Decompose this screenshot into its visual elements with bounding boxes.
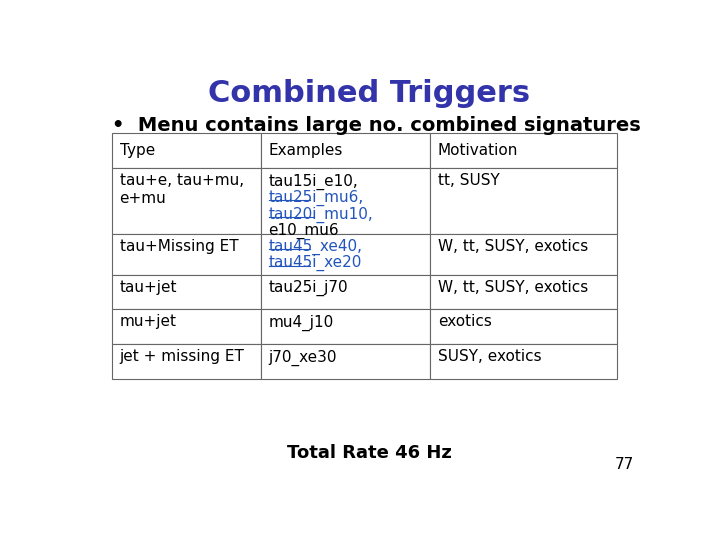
Text: Examples: Examples	[269, 143, 343, 158]
Text: Type: Type	[120, 143, 155, 158]
Text: jet + missing ET: jet + missing ET	[120, 349, 245, 364]
Text: tau+jet: tau+jet	[120, 280, 177, 294]
Bar	[112, 133, 261, 168]
Bar	[431, 133, 617, 168]
Text: SUSY, exotics: SUSY, exotics	[438, 349, 541, 364]
Bar	[431, 345, 617, 379]
Text: tau15i_e10,: tau15i_e10,	[269, 173, 359, 190]
Text: Total Rate 46 Hz: Total Rate 46 Hz	[287, 444, 451, 462]
Bar	[112, 345, 261, 379]
Text: tau+e, tau+mu,
e+mu: tau+e, tau+mu, e+mu	[120, 173, 243, 206]
Bar	[431, 309, 617, 345]
Text: mu+jet: mu+jet	[120, 314, 176, 329]
Text: W, tt, SUSY, exotics: W, tt, SUSY, exotics	[438, 280, 588, 294]
Bar	[112, 234, 261, 274]
Text: mu4_j10: mu4_j10	[269, 314, 334, 330]
Bar	[112, 309, 261, 345]
Bar	[261, 274, 431, 309]
Text: tau20i_mu10,: tau20i_mu10,	[269, 207, 373, 223]
Text: tau25i_j70: tau25i_j70	[269, 280, 348, 296]
Text: tau+Missing ET: tau+Missing ET	[120, 239, 238, 254]
Bar	[261, 133, 431, 168]
Bar	[431, 234, 617, 274]
Bar	[261, 309, 431, 345]
Text: Combined Triggers: Combined Triggers	[208, 79, 530, 109]
Text: tau25i_mu6,: tau25i_mu6,	[269, 190, 364, 206]
Text: Motivation: Motivation	[438, 143, 518, 158]
Text: 77: 77	[615, 457, 634, 472]
Text: tt, SUSY: tt, SUSY	[438, 173, 500, 188]
Text: exotics: exotics	[438, 314, 492, 329]
Bar	[431, 274, 617, 309]
Bar	[261, 345, 431, 379]
Bar	[261, 234, 431, 274]
Bar	[112, 274, 261, 309]
Text: e10_mu6: e10_mu6	[269, 223, 339, 239]
Text: j70_xe30: j70_xe30	[269, 349, 337, 366]
Text: tau45_xe40,: tau45_xe40,	[269, 239, 363, 255]
Text: •  Menu contains large no. combined signatures: • Menu contains large no. combined signa…	[112, 116, 641, 134]
Text: W, tt, SUSY, exotics: W, tt, SUSY, exotics	[438, 239, 588, 254]
Text: tau45i_xe20: tau45i_xe20	[269, 255, 362, 272]
